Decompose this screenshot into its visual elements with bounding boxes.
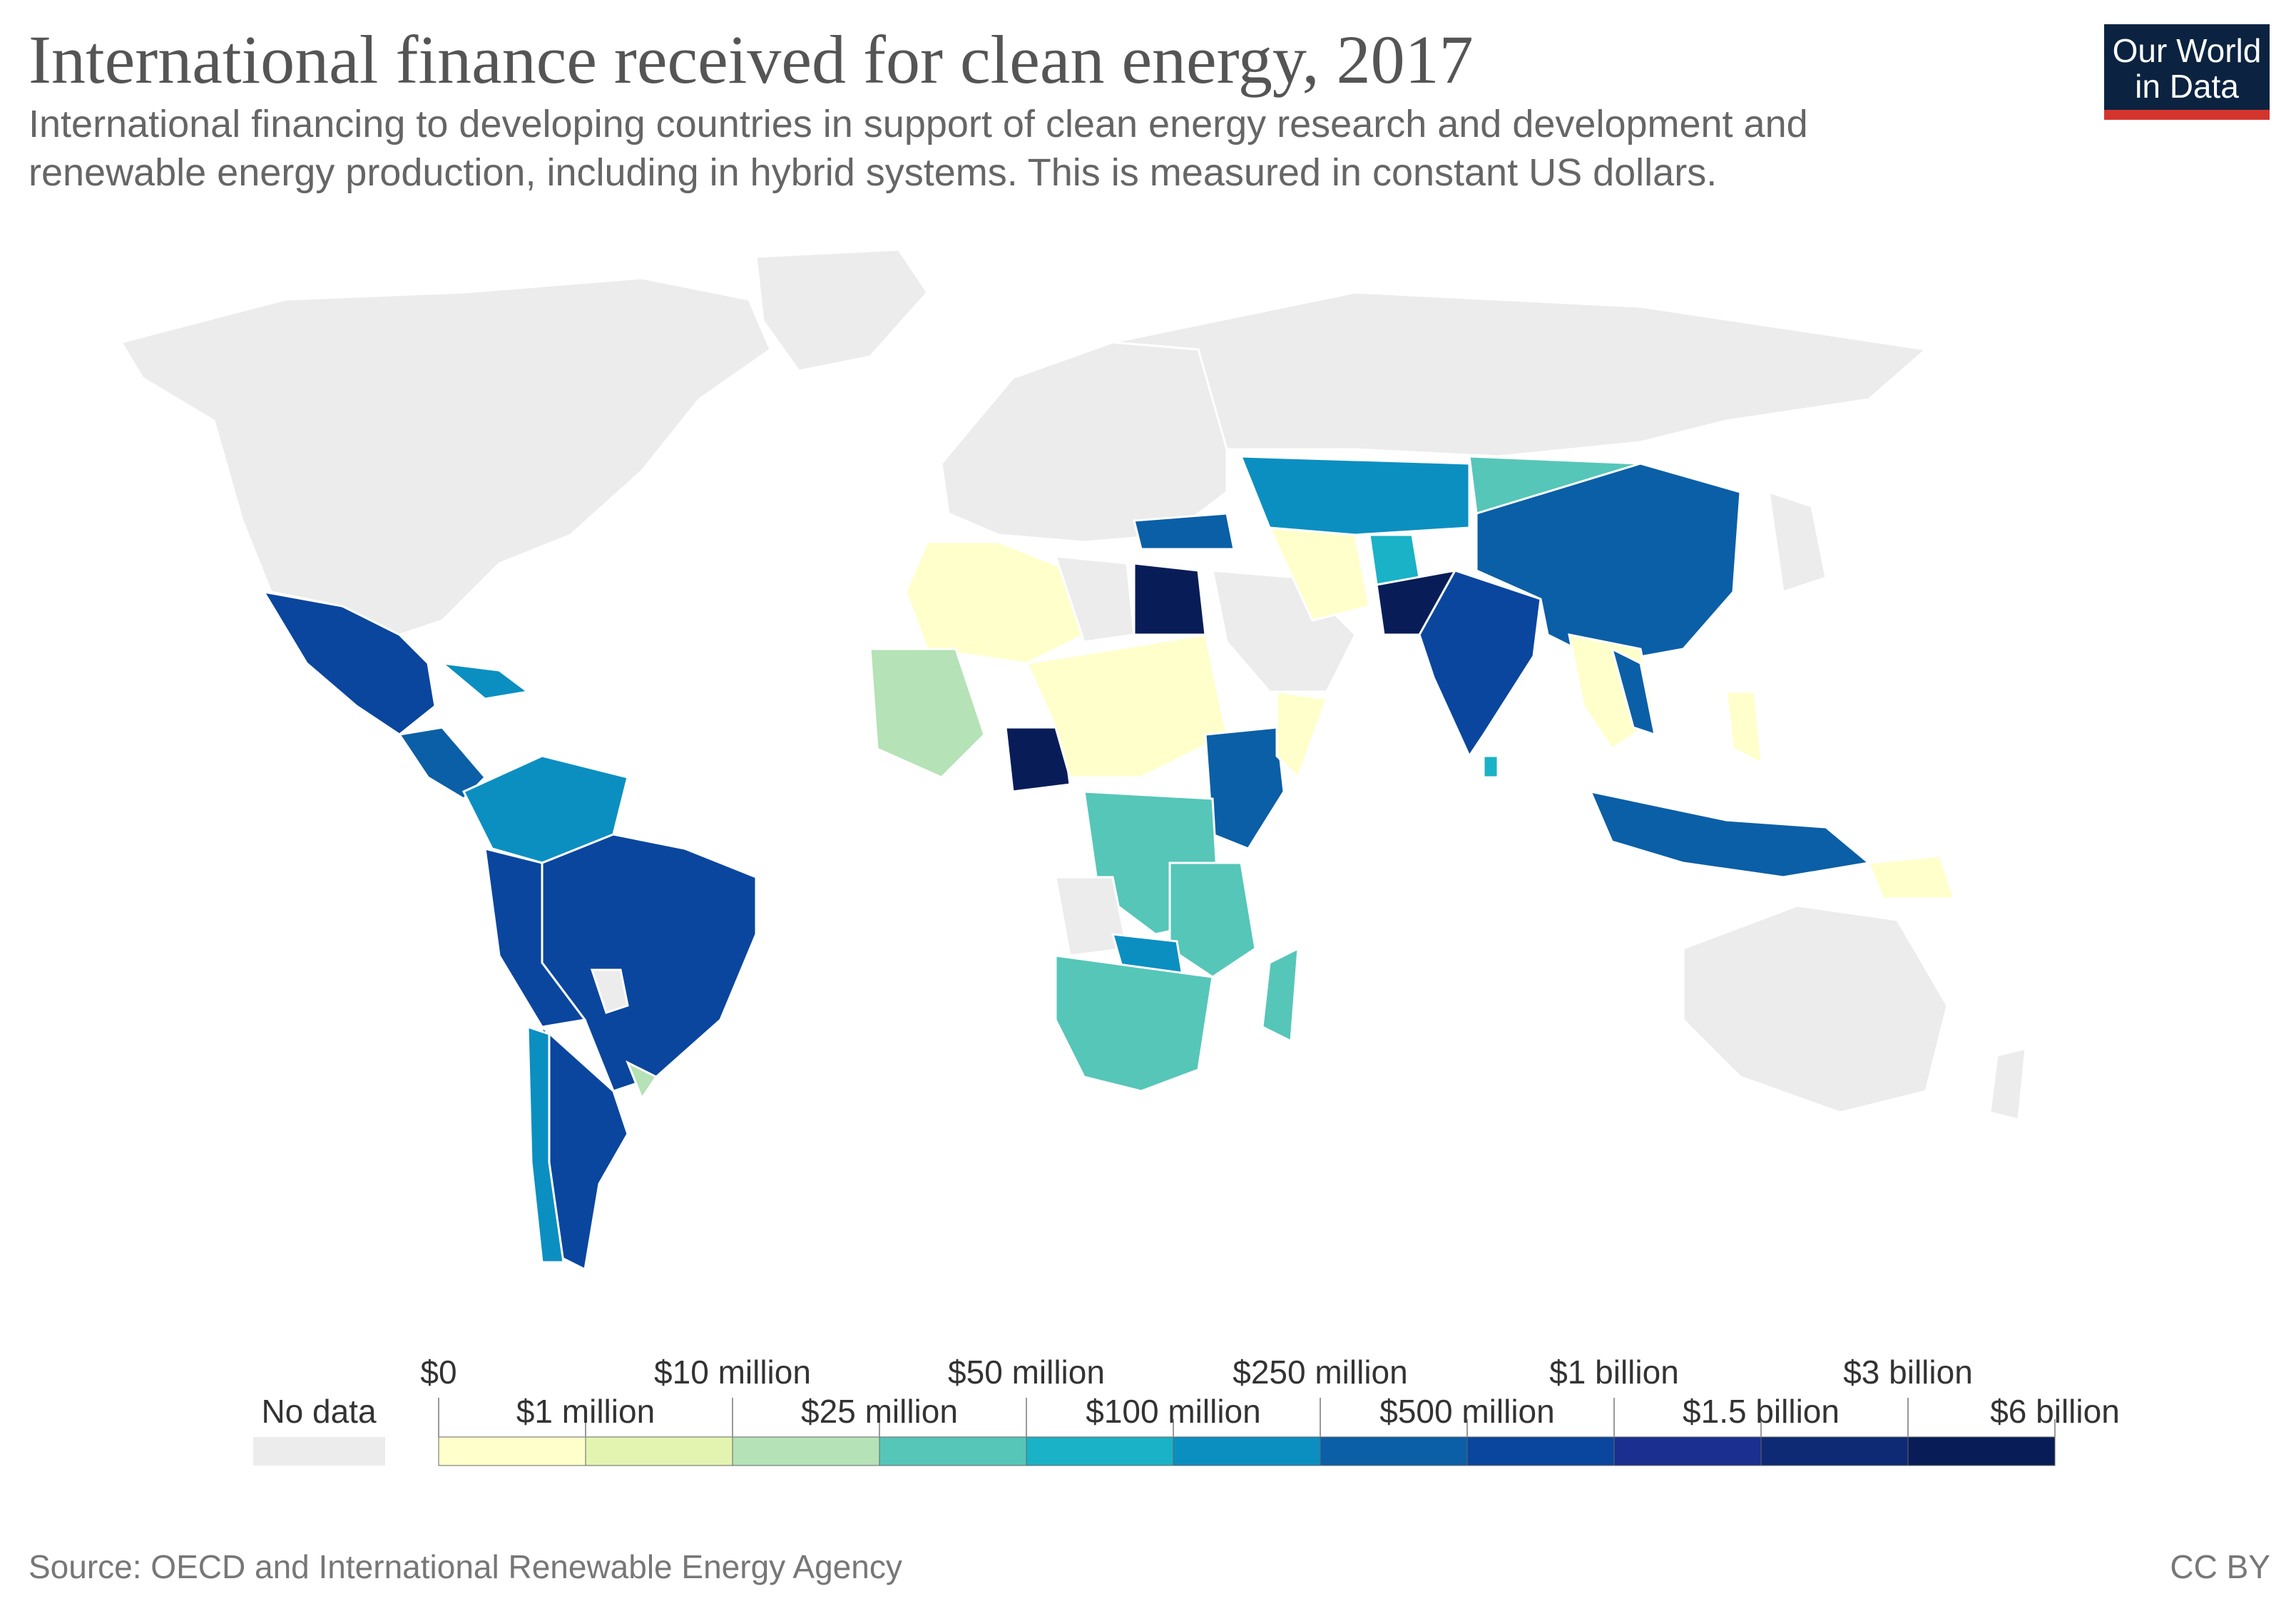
region-brazil[interactable]: [541, 833, 757, 1093]
legend-swatch-5: [1173, 1436, 1321, 1466]
region-india[interactable]: [1418, 569, 1542, 759]
legend-swatch-8: [1613, 1436, 1762, 1466]
chart-subtitle: International financing to developing co…: [29, 103, 1808, 194]
region-paraguay[interactable]: [590, 968, 629, 1014]
region-japan-korea[interactable]: [1767, 490, 1827, 593]
region-uruguay[interactable]: [626, 1060, 658, 1101]
region-europe[interactable]: [940, 341, 1228, 543]
legend-swatch-6: [1320, 1436, 1468, 1466]
legend-swatch-0: [438, 1436, 586, 1466]
legend-swatch-3: [879, 1436, 1027, 1466]
region-nigeria[interactable]: [1004, 726, 1071, 793]
legend-label-top-0: $0: [420, 1354, 456, 1391]
legend: No data $0 $10 million $50 million $250 mill…: [253, 1354, 2120, 1466]
region-egypt[interactable]: [1133, 562, 1207, 636]
region-north-africa[interactable]: [904, 541, 1086, 665]
world-map[interactable]: [0, 235, 2296, 1277]
legend-label-top-4: $1 billion: [1549, 1354, 1679, 1391]
region-new-zealand[interactable]: [1989, 1047, 2027, 1121]
legend-label-top-5: $3 billion: [1843, 1354, 1973, 1391]
owid-logo[interactable]: Our World in Data: [2104, 24, 2270, 120]
region-indonesia[interactable]: [1588, 789, 1872, 879]
legend-swatch-9: [1760, 1436, 1909, 1466]
legend-label-bottom-2: $100 million: [1086, 1393, 1260, 1430]
region-russia[interactable]: [1112, 291, 1929, 458]
region-north-america[interactable]: [119, 277, 772, 636]
legend-label-bottom-3: $500 million: [1379, 1393, 1554, 1430]
legend-swatch-7: [1466, 1436, 1615, 1466]
region-horn[interactable]: [1275, 690, 1329, 779]
legend-no-data-label: No data: [261, 1393, 377, 1430]
region-central-asia[interactable]: [1239, 455, 1471, 536]
legend-swatch-2: [732, 1436, 880, 1466]
legend-label-top-2: $50 million: [948, 1354, 1105, 1391]
legend-swatch-10: [1907, 1436, 2056, 1466]
region-papua[interactable]: [1867, 854, 1956, 900]
legend-label-bottom-5: $6 billion: [1990, 1393, 2120, 1430]
legend-label-bottom-1: $25 million: [801, 1393, 958, 1430]
legend-label-top-1: $10 million: [654, 1354, 811, 1391]
legend-label-top-3: $250 million: [1233, 1354, 1407, 1391]
region-turkey[interactable]: [1133, 512, 1235, 551]
region-mexico[interactable]: [262, 590, 437, 736]
region-southern-africa[interactable]: [1054, 954, 1214, 1093]
region-vietnam[interactable]: [1610, 647, 1656, 737]
legend-label-bottom-0: $1 million: [516, 1393, 655, 1430]
legend-swatch-4: [1026, 1436, 1174, 1466]
region-peru-bolivia[interactable]: [484, 847, 587, 1028]
logo-line-2: in Data: [2135, 68, 2239, 105]
region-ethiopia-kenya[interactable]: [1204, 726, 1285, 850]
region-caribbean[interactable]: [439, 661, 531, 700]
logo-line-1: Our World: [2112, 32, 2262, 69]
region-madagascar[interactable]: [1261, 946, 1300, 1043]
region-philippines[interactable]: [1725, 690, 1763, 765]
legend-label-bottom-4: $1.5 billion: [1683, 1393, 1840, 1430]
region-west-africa[interactable]: [869, 648, 986, 779]
region-sahel[interactable]: [1025, 633, 1228, 779]
source-note: Source: OECD and International Renewable…: [29, 1548, 902, 1585]
region-greenland[interactable]: [755, 248, 929, 372]
region-china[interactable]: [1475, 462, 1742, 665]
region-chile[interactable]: [526, 1025, 565, 1264]
region-australia[interactable]: [1682, 904, 1949, 1114]
region-east-africa[interactable]: [1168, 861, 1257, 978]
chart-title: International finance received for clean…: [29, 21, 1474, 98]
legend-swatch-1: [585, 1436, 733, 1466]
region-sri-lanka[interactable]: [1482, 755, 1499, 779]
legend-no-data-swatch: [253, 1437, 385, 1466]
license-link[interactable]: CC BY: [2170, 1548, 2270, 1585]
